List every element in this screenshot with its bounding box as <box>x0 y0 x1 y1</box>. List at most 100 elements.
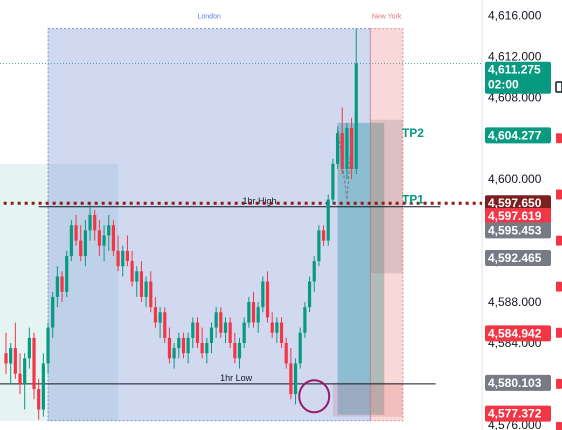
side-marker[interactable] <box>556 133 562 144</box>
candle[interactable] <box>23 353 27 410</box>
candle[interactable] <box>275 317 279 343</box>
candle[interactable] <box>321 225 326 246</box>
candle[interactable] <box>181 332 186 359</box>
price-badge[interactable]: 4,597.650 <box>485 195 551 212</box>
candle[interactable] <box>93 209 97 241</box>
candle[interactable] <box>326 194 330 246</box>
candle[interactable] <box>284 337 288 369</box>
candle[interactable] <box>186 332 190 364</box>
candle[interactable] <box>317 225 321 267</box>
price-badge[interactable]: 4,584.942 <box>485 325 551 342</box>
candle[interactable] <box>247 296 251 328</box>
candle[interactable] <box>144 276 148 308</box>
candle[interactable] <box>303 302 307 338</box>
candle[interactable] <box>125 235 130 267</box>
candle[interactable] <box>41 353 45 417</box>
candle[interactable] <box>55 266 59 308</box>
candle[interactable] <box>349 117 354 180</box>
candle[interactable] <box>270 312 274 338</box>
side-marker[interactable] <box>556 327 562 338</box>
candle[interactable] <box>307 276 312 313</box>
candle[interactable] <box>298 327 302 369</box>
candle-body <box>279 322 284 343</box>
candle-body <box>191 322 195 338</box>
candle[interactable] <box>37 378 41 420</box>
candle[interactable] <box>27 327 31 369</box>
price-axis[interactable]: 4,616.0004,612.0004,608.0004,604.0004,60… <box>485 8 562 430</box>
candle[interactable] <box>214 307 218 338</box>
candle[interactable] <box>191 317 195 349</box>
candle[interactable] <box>130 250 134 287</box>
candle[interactable] <box>345 122 349 180</box>
candle[interactable] <box>256 302 260 333</box>
candle[interactable] <box>233 332 237 364</box>
candle[interactable] <box>4 332 8 374</box>
candle[interactable] <box>107 215 111 251</box>
side-marker[interactable] <box>556 281 562 292</box>
candle[interactable] <box>200 327 204 359</box>
candle[interactable] <box>177 332 181 359</box>
side-marker[interactable] <box>555 81 562 93</box>
candle[interactable] <box>74 215 78 246</box>
price-badge[interactable]: 4,597.619 <box>485 208 551 225</box>
price-badge[interactable]: 4,595.453 <box>485 222 551 239</box>
candle[interactable] <box>149 271 153 313</box>
candle[interactable] <box>172 342 176 369</box>
candle[interactable] <box>97 220 101 256</box>
candle[interactable] <box>18 353 22 395</box>
candle-body <box>298 332 302 364</box>
candle[interactable] <box>237 337 242 369</box>
candle[interactable] <box>209 322 214 354</box>
candle[interactable] <box>121 245 125 277</box>
price-badge[interactable]: 4,580.103 <box>485 374 551 391</box>
candle[interactable] <box>13 322 17 379</box>
price-badge[interactable]: 4,577.372 <box>485 405 551 422</box>
candle[interactable] <box>83 220 87 267</box>
candle[interactable] <box>102 225 106 262</box>
candle[interactable] <box>46 322 50 374</box>
candles[interactable] <box>4 28 358 420</box>
candle[interactable] <box>116 235 120 272</box>
candle[interactable] <box>9 342 13 384</box>
candle[interactable] <box>195 317 200 349</box>
price-badge-value: 4,597.650 <box>488 196 542 210</box>
candle[interactable] <box>331 158 335 205</box>
price-badge[interactable]: 4,604.277 <box>485 127 551 144</box>
side-marker[interactable] <box>556 421 562 430</box>
candle[interactable] <box>51 291 55 338</box>
candle[interactable] <box>261 276 265 313</box>
candle[interactable] <box>88 204 92 241</box>
candle[interactable] <box>354 28 358 175</box>
candle[interactable] <box>219 307 223 338</box>
candle[interactable] <box>312 255 316 292</box>
candle[interactable] <box>167 327 172 364</box>
candle[interactable] <box>265 271 270 323</box>
candle[interactable] <box>139 261 144 303</box>
candle[interactable] <box>293 358 298 405</box>
candle[interactable] <box>228 317 232 349</box>
candle[interactable] <box>289 348 293 400</box>
candle[interactable] <box>158 307 162 338</box>
candle[interactable] <box>153 296 158 328</box>
candle[interactable] <box>111 220 116 256</box>
candle[interactable] <box>65 250 69 297</box>
candle[interactable] <box>279 317 284 349</box>
candle[interactable] <box>242 317 246 349</box>
candle[interactable] <box>163 307 167 343</box>
side-marker[interactable] <box>556 378 562 389</box>
candle[interactable] <box>32 332 36 400</box>
candle[interactable] <box>205 337 209 364</box>
candle[interactable] <box>60 271 64 303</box>
candle[interactable] <box>79 225 83 262</box>
candle[interactable] <box>135 266 139 297</box>
side-marker[interactable] <box>556 235 562 246</box>
candle[interactable] <box>69 220 73 262</box>
candle[interactable] <box>251 291 256 328</box>
candle[interactable] <box>223 317 228 343</box>
price-badge[interactable]: 4,592.465 <box>485 250 551 266</box>
side-marker[interactable] <box>556 189 562 200</box>
candle[interactable] <box>335 127 340 169</box>
price-tick: 4,612.000 <box>488 49 542 63</box>
